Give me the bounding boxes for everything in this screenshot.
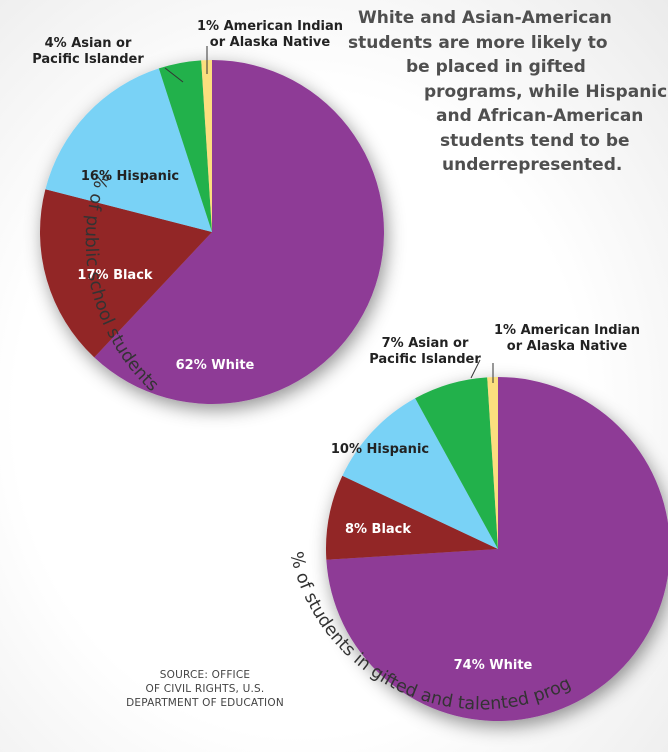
pie-2-slice-black	[326, 475, 498, 560]
headline-line: and African-American	[436, 106, 644, 126]
leader-line	[470, 359, 481, 379]
pie-2-slice-asian-or-pacific-islander	[415, 377, 498, 549]
pie-1-slice-label: 1% American Indian or Alaska Native	[197, 19, 343, 50]
source-note: SOURCE: OFFICE OF CIVIL RIGHTS, U.S. DEP…	[105, 668, 305, 710]
pie-1-slice-asian-or-pacific-islander	[158, 60, 212, 233]
pie-2-slice-white	[326, 377, 668, 721]
headline-line: underrepresented.	[442, 155, 623, 175]
pie-2-slice-american-indian-or-alaska-native	[487, 377, 498, 549]
pie-1-slice-label: 17% Black	[77, 268, 152, 283]
pie-2-slice-hispanic	[342, 398, 498, 549]
pie-2-slice-label: 7% Asian or Pacific Islander	[369, 336, 481, 367]
pie-2-slice-label: 74% White	[454, 658, 533, 673]
headline-line: students tend to be	[440, 130, 630, 151]
pie-1-slice-black	[39, 189, 212, 358]
headline-line: students are more likely to	[348, 32, 608, 53]
headline: White and Asian-American students are mo…	[340, 6, 668, 178]
pie-1-slice-hispanic	[45, 68, 213, 232]
pie-2-slice-label: 10% Hispanic	[331, 442, 429, 457]
pie-1-slice-label: 62% White	[176, 358, 255, 373]
pie-1-slice-american-indian-or-alaska-native	[201, 60, 212, 232]
pie-1	[39, 60, 385, 404]
pie-2-slice-label: 1% American Indian or Alaska Native	[494, 323, 640, 354]
pie-2-slice-label: 8% Black	[345, 522, 411, 537]
pie-1-slice-label: 4% Asian or Pacific Islander	[32, 36, 144, 67]
headline-line: be placed in gifted	[406, 57, 586, 77]
pie-1-slice-white	[94, 60, 385, 404]
source-line: OF CIVIL RIGHTS, U.S.	[145, 683, 265, 695]
pie-2	[326, 377, 668, 721]
headline-line: programs, while Hispanic	[424, 81, 668, 102]
source-line: SOURCE: OFFICE	[159, 669, 251, 681]
leader-line	[164, 67, 184, 83]
headline-line: White and Asian-American	[358, 8, 612, 28]
pie-1-slice-label: 16% Hispanic	[81, 169, 179, 184]
source-line: DEPARTMENT OF EDUCATION	[126, 697, 284, 709]
